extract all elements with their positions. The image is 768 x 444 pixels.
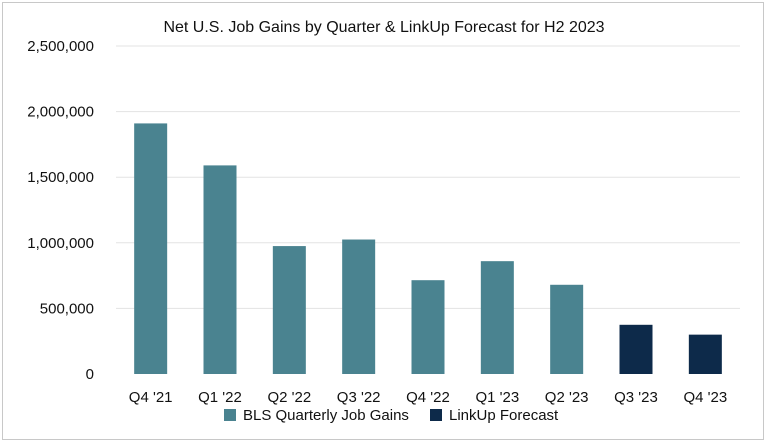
bar <box>619 324 653 374</box>
legend: BLS Quarterly Job Gains LinkUp Forecast <box>224 407 559 424</box>
y-tick-label: 1,500,000 <box>27 169 94 186</box>
bar <box>688 334 722 374</box>
x-tick-label: Q2 '22 <box>267 389 311 406</box>
y-tick-label: 0 <box>86 366 94 383</box>
legend-swatch <box>224 409 236 421</box>
bar <box>203 165 237 374</box>
bar <box>480 261 514 374</box>
x-tick-label: Q2 '23 <box>545 389 589 406</box>
x-axis-ticks: Q4 '21 Q1 '22 Q2 '22 Q3 '22 Q4 '22 Q1 '23 Q2 '… <box>129 389 727 406</box>
legend-item: BLS Quarterly Job Gains <box>224 407 409 424</box>
y-tick-label: 2,500,000 <box>27 38 94 55</box>
legend-label: BLS Quarterly Job Gains <box>243 407 409 424</box>
y-tick-label: 1,000,000 <box>27 235 94 252</box>
y-tick-label: 2,000,000 <box>27 104 94 121</box>
bar <box>550 284 584 374</box>
x-tick-label: Q3 '22 <box>337 389 381 406</box>
x-tick-label: Q1 '22 <box>198 389 242 406</box>
y-axis-ticks: 0 500,000 1,000,000 1,500,000 2,000,000 2,500… <box>27 38 94 383</box>
y-tick-label: 500,000 <box>40 300 94 317</box>
x-tick-label: Q4 '21 <box>129 389 173 406</box>
x-tick-label: Q1 '23 <box>475 389 519 406</box>
chart-title: Net U.S. Job Gains by Quarter & LinkUp F… <box>163 19 604 36</box>
bars <box>134 123 722 375</box>
x-tick-label: Q4 '23 <box>683 389 727 406</box>
bar <box>272 246 306 374</box>
legend-item: LinkUp Forecast <box>430 407 559 424</box>
legend-label: LinkUp Forecast <box>449 407 559 424</box>
legend-swatch <box>430 409 442 421</box>
bar <box>134 123 168 375</box>
bar <box>411 280 445 374</box>
x-tick-label: Q3 '23 <box>614 389 658 406</box>
bar <box>342 239 376 374</box>
x-tick-label: Q4 '22 <box>406 389 450 406</box>
